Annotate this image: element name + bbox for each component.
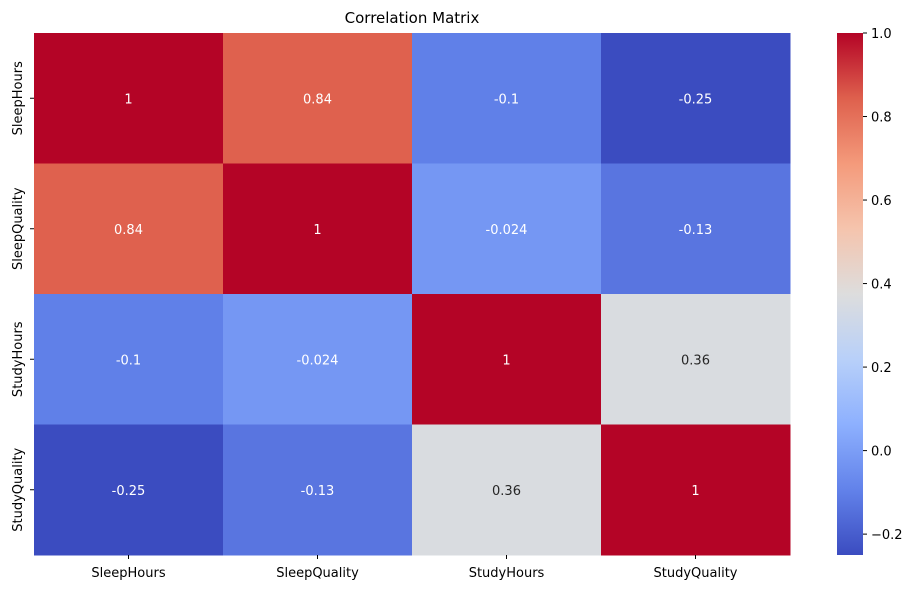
cell-annotation: -0.1 [116, 353, 141, 368]
colorbar-tick-label: 0.8 [871, 111, 892, 126]
y-tick-label: StudyQuality [11, 447, 26, 531]
cell-annotation: 0.36 [681, 353, 710, 368]
x-tick-label: SleepHours [91, 566, 165, 581]
cell-annotation: 1 [502, 353, 510, 368]
cell-annotation: -0.1 [494, 92, 519, 107]
heatmap-cell [223, 294, 413, 425]
colorbar: 1.0 0.8 0.6 0.4 0.2 0.0 −0.2 [837, 27, 903, 555]
heatmap-cell [412, 163, 602, 295]
colorbar-tick-label: 0.4 [871, 278, 892, 293]
colorbar-tick-label: 0.6 [871, 194, 892, 209]
cell-annotation: 1 [124, 92, 132, 107]
heatmap-cell [412, 33, 602, 164]
colorbar-tick-label: 0.0 [871, 445, 892, 460]
heatmap-cell [34, 424, 224, 556]
colorbar-tick-label: 1.0 [871, 27, 892, 42]
cell-annotation: -0.024 [486, 223, 528, 238]
cell-annotation: -0.25 [112, 484, 146, 499]
cell-annotation: -0.13 [679, 223, 713, 238]
heatmap-cell [223, 163, 413, 295]
heatmap-cell [34, 294, 224, 425]
heatmap-cell [412, 294, 602, 425]
colorbar-tick-label: 0.2 [871, 361, 892, 376]
cell-annotation: -0.024 [297, 353, 339, 368]
colorbar-gradient [837, 33, 863, 555]
colorbar-tick-label: −0.2 [871, 528, 903, 543]
x-tick-label: StudyHours [469, 566, 545, 581]
x-axis: SleepHours SleepQuality StudyHours StudyQua… [91, 555, 738, 581]
x-tick-label: StudyQuality [654, 566, 738, 581]
cell-annotation: 1 [691, 484, 699, 499]
heatmap-cell [601, 294, 791, 425]
heatmap-cells: 1 0.84 -0.1 -0.25 0.84 1 -0.024 -0.13 -0.1 -0.024… [34, 33, 791, 556]
cell-annotation: 0.84 [303, 92, 332, 107]
cell-annotation: -0.13 [301, 484, 335, 499]
heatmap-cell [412, 424, 602, 556]
heatmap-cell [601, 424, 791, 556]
heatmap-cell [223, 33, 413, 164]
cell-annotation: 0.84 [114, 223, 143, 238]
x-tick-label: SleepQuality [276, 566, 359, 581]
cell-annotation: 1 [313, 223, 321, 238]
heatmap-cell [34, 163, 224, 295]
heatmap-cell [601, 163, 791, 295]
heatmap-cell [223, 424, 413, 556]
cell-annotation: 0.36 [492, 484, 521, 499]
cell-annotation: -0.25 [679, 92, 713, 107]
heatmap-cell [601, 33, 791, 164]
chart-title: Correlation Matrix [345, 9, 480, 27]
y-tick-label: StudyHours [11, 321, 26, 397]
y-axis: SleepHours SleepQuality StudyHours StudyQua… [11, 61, 34, 532]
y-tick-label: SleepQuality [11, 187, 26, 270]
y-tick-label: SleepHours [11, 61, 26, 135]
heatmap-cell [34, 33, 224, 164]
